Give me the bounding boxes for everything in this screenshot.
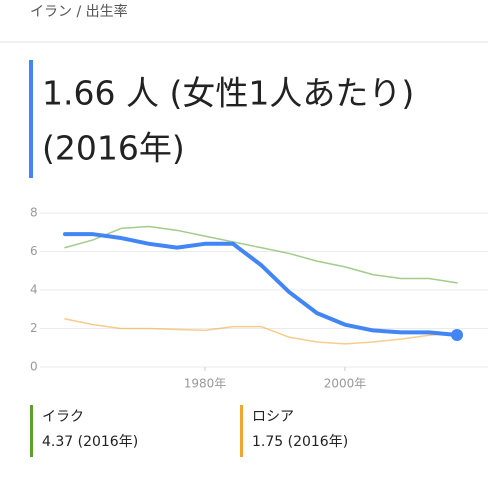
breadcrumb: イラン / 出生率 bbox=[30, 3, 128, 20]
y-tick-label: 2 bbox=[30, 321, 38, 335]
legend-name: ロシア bbox=[252, 409, 294, 425]
headline: (2016年) bbox=[42, 129, 185, 168]
y-tick-label: 8 bbox=[30, 206, 38, 220]
y-tick-label: 6 bbox=[30, 244, 38, 258]
series-line bbox=[63, 232, 459, 338]
legend-name: イラク bbox=[42, 409, 84, 425]
y-tick-label: 4 bbox=[30, 283, 38, 297]
x-tick-label: 2000年 bbox=[324, 377, 367, 391]
series-line bbox=[64, 318, 458, 345]
legend-value: 4.37 (2016年) bbox=[42, 434, 138, 450]
headline-bar bbox=[29, 60, 33, 178]
legend-bar bbox=[240, 405, 243, 457]
x-tick-label: 1980年 bbox=[184, 377, 227, 391]
series-line bbox=[64, 225, 458, 284]
headline: 1.66 人 (女性1人あたり) bbox=[42, 74, 414, 113]
legend-value: 1.75 (2016年) bbox=[252, 434, 348, 450]
end-point bbox=[451, 329, 463, 342]
legend-bar bbox=[30, 405, 33, 457]
y-tick-label: 0 bbox=[30, 360, 38, 374]
